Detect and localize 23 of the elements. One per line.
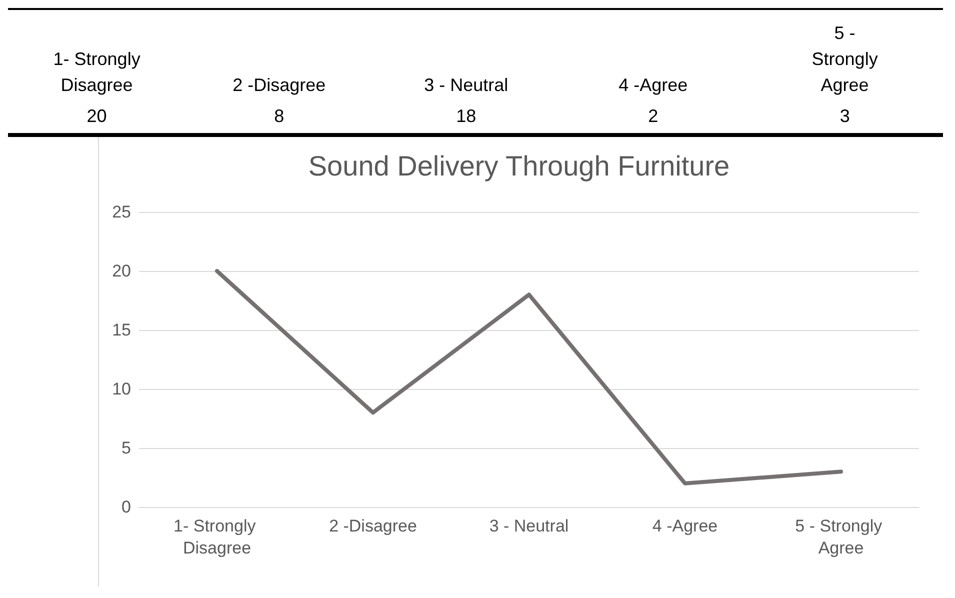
data-label: 8: [273, 105, 286, 128]
data-label: 2: [647, 105, 660, 128]
data-label: 3: [838, 105, 851, 128]
y-tick-label: 25: [112, 202, 131, 222]
y-tick-label: 5: [122, 438, 131, 458]
y-tick-label: 20: [112, 262, 131, 280]
x-tick-label: 4 -Agree: [652, 516, 718, 536]
x-tick-label: 5 - Strongly Agree: [795, 516, 887, 558]
x-tick-label: 3 - Neutral: [489, 516, 569, 536]
y-tick-label: 15: [112, 320, 131, 340]
x-tick-label: 2 -Disagree: [329, 516, 417, 536]
line-series: [215, 269, 843, 486]
chart-title: Sound Delivery Through Furniture: [308, 150, 730, 182]
data-label: 20: [86, 105, 108, 128]
category-label: 4 -Agree: [618, 74, 689, 97]
y-tick-label: 0: [122, 498, 131, 516]
category-label: 1- Strongly Disagree: [52, 48, 142, 97]
category-label: 2 -Disagree: [232, 74, 327, 97]
category-label: 3 - Neutral: [423, 74, 510, 97]
x-tick-label: 1- Strongly Disagree: [174, 516, 260, 558]
y-tick-label: 10: [112, 380, 131, 398]
category-label: 5 - Strongly Agree: [810, 22, 879, 97]
data-label: 18: [455, 105, 478, 128]
